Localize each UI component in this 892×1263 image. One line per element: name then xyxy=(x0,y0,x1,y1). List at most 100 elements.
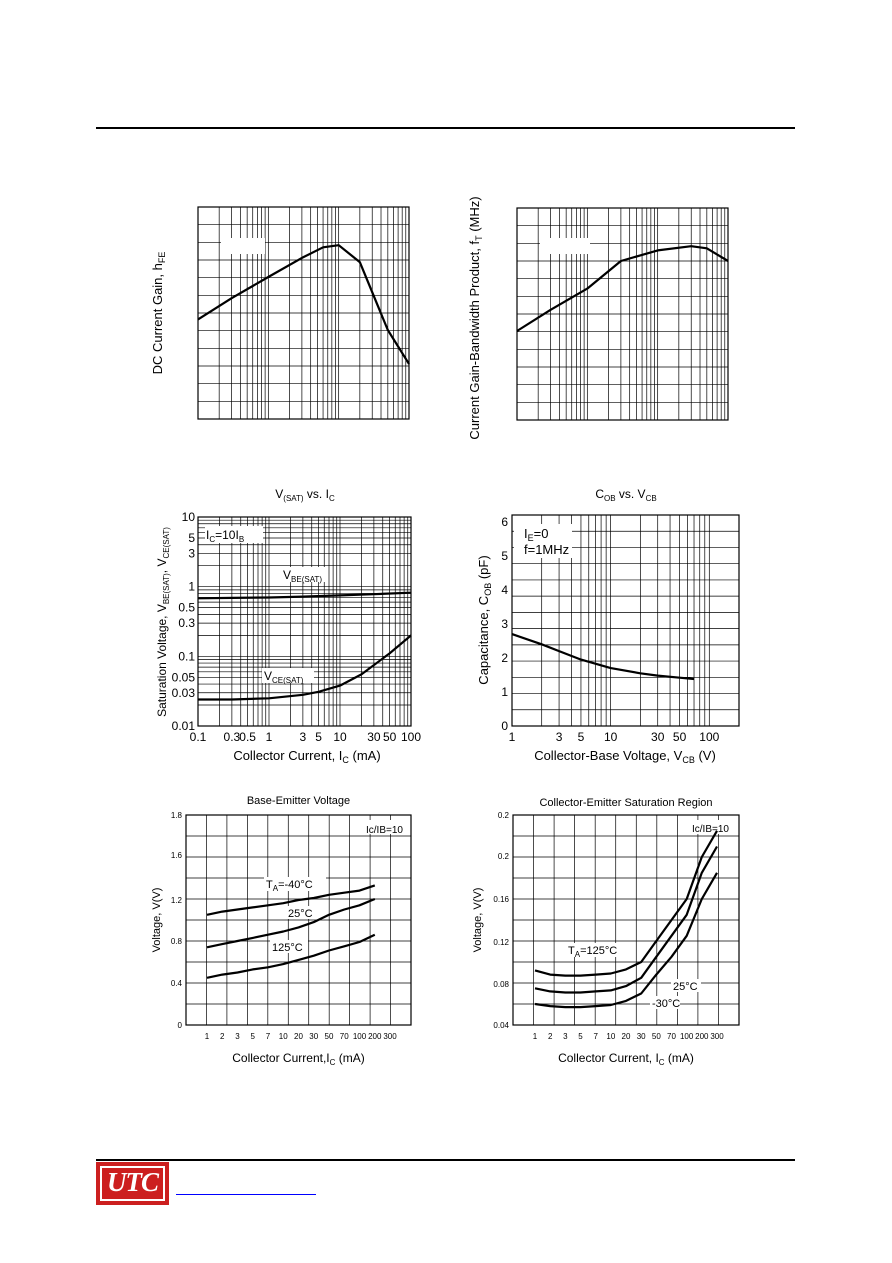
cob-xtick-part: 30 xyxy=(651,730,665,744)
cob-inset-1-part: I xyxy=(524,526,528,541)
vcesat-xtick: 30 xyxy=(637,1032,646,1041)
cob-xtick: 5 xyxy=(578,730,585,744)
vsat-ytick: 0.01 xyxy=(172,719,196,733)
cob-xtick: 100 xyxy=(699,730,719,744)
cob-xtick-part: 10 xyxy=(604,730,618,744)
vbe-xtick: 20 xyxy=(294,1032,303,1041)
vsat-ytick: 5 xyxy=(188,531,195,545)
vsat-title: V(SAT) vs. IC xyxy=(275,487,335,503)
vbe-xtick-part: 100 xyxy=(353,1032,367,1041)
vsat-xtick: 0.5 xyxy=(239,730,256,744)
ft-ylabel-part: Current Gain-Bandwidth Product, f xyxy=(467,241,482,440)
cob-ytick: 5 xyxy=(501,549,508,563)
vcesat-xlabel: Collector Current, IC (mA) xyxy=(558,1051,694,1067)
vsat-xtick: 3 xyxy=(300,730,307,744)
cob-inset-2-part: f=1MHz xyxy=(524,542,569,557)
cob-inset-2: f=1MHz xyxy=(524,542,569,557)
cob-xtick: 50 xyxy=(673,730,687,744)
vbe-ytick: 1.6 xyxy=(171,851,183,860)
cob-ytick: 4 xyxy=(501,583,508,597)
vcesat-series-label-1: 25°C xyxy=(673,981,698,993)
vbe-frame xyxy=(185,814,412,1026)
vbe-series-line-0 xyxy=(206,884,376,916)
vbe-ytick: 0 xyxy=(178,1021,183,1030)
cob-ytick: 2 xyxy=(501,651,508,665)
vcesat-label-box-0 xyxy=(566,943,622,957)
vbe-label-box-1 xyxy=(286,906,318,919)
cob-xtick: 3 xyxy=(556,730,563,744)
vsat-series-label-ce-part: CE(SAT) xyxy=(272,676,304,685)
vsat-inset: IC=10IB xyxy=(206,528,244,544)
vcesat-inset-part: Ic/IB=10 xyxy=(692,824,729,835)
vcesat-ytick-part: 0.2 xyxy=(498,811,510,820)
cob-xtick-part: 50 xyxy=(673,730,687,744)
vbe-title: Base-Emitter Voltage xyxy=(247,795,350,807)
chart-vbe: 1 2 3 5 7 10 20 30 50 70 100 200 300 1.8 1.6 1.2 0.8 0.4 0… xyxy=(151,795,412,1067)
vbe-series-label-2: 125°C xyxy=(272,942,303,954)
cob-ylabel-part: Capacitance, C xyxy=(476,596,491,685)
vcesat-xtick: 100 xyxy=(680,1032,694,1041)
vcesat-xtick-part: 2 xyxy=(548,1032,553,1041)
ft-series-line xyxy=(516,245,729,332)
vbe-title-part: Base-Emitter Voltage xyxy=(247,795,350,807)
vcesat-series-line-0 xyxy=(534,830,718,977)
vcesat-xtick-part: 300 xyxy=(710,1032,724,1041)
vsat-ytick: 3 xyxy=(188,546,195,560)
vsat-xtick-part: 0.5 xyxy=(239,730,256,744)
hfe-series-line xyxy=(197,244,410,365)
cob-ytick-part: 0 xyxy=(501,719,508,733)
vbe-series-label-1: 25°C xyxy=(288,908,313,920)
cob-xtick-part: 1 xyxy=(509,730,516,744)
vsat-series-label-be-part: V xyxy=(283,568,291,582)
vcesat-xtick-part: 5 xyxy=(578,1032,583,1041)
vcesat-xlabel-part: Collector Current, I xyxy=(558,1051,659,1065)
vsat-ytick-part: 0.1 xyxy=(178,649,195,663)
hfe-inset-box xyxy=(221,238,265,254)
vbe-ytick-part: 1.8 xyxy=(171,811,183,820)
vbe-ylabel: Voltage, V(V) xyxy=(151,888,163,953)
cob-xtick-part: 3 xyxy=(556,730,563,744)
cob-title: COB vs. VCB xyxy=(595,487,656,503)
cob-ytick: 1 xyxy=(501,685,508,699)
vsat-xlabel: Collector Current, IC (mA) xyxy=(233,748,380,765)
cob-ylabel: Capacitance, COB (pF) xyxy=(476,555,493,684)
vcesat-series-line-2 xyxy=(534,872,718,1009)
vbe-xtick: 1 xyxy=(205,1032,210,1041)
cob-xtick: 10 xyxy=(604,730,618,744)
vsat-ytick-part: 0.05 xyxy=(172,670,196,684)
vbe-xtick: 70 xyxy=(340,1032,349,1041)
cob-xtick-part: 100 xyxy=(699,730,719,744)
vbe-xlabel-part: Collector Current,I xyxy=(232,1051,329,1065)
vbe-xtick-part: 10 xyxy=(279,1032,288,1041)
cob-ytick-part: 5 xyxy=(501,549,508,563)
vsat-xtick: 0.3 xyxy=(224,730,241,744)
vbe-series-label-0: TA=-40°C xyxy=(266,879,313,893)
vsat-xtick-part: 0.3 xyxy=(224,730,241,744)
vbe-ytick-part: 1.6 xyxy=(171,851,183,860)
vbe-xtick-part: 7 xyxy=(266,1032,271,1041)
vcesat-xtick-part: 70 xyxy=(667,1032,676,1041)
vcesat-label-box-2 xyxy=(650,996,680,1009)
vcesat-xtick-part: 1 xyxy=(533,1032,538,1041)
ft-ylabel-part: (MHz) xyxy=(467,196,482,235)
footer-link-underline[interactable] xyxy=(176,1194,316,1195)
vcesat-series-label-0-part: T xyxy=(568,945,575,957)
vsat-ylabel-part: , V xyxy=(155,559,169,574)
vbe-xtick-part: 20 xyxy=(294,1032,303,1041)
hfe-ylabel-part: FE xyxy=(157,252,167,264)
vbe-series-label-0-part: A xyxy=(273,884,279,893)
vcesat-ylabel: Voltage, V(V) xyxy=(472,888,484,953)
vbe-ylabel-part: Voltage, V(V) xyxy=(151,888,163,953)
vbe-ytick: 1.8 xyxy=(171,811,183,820)
vsat-title-part: (SAT) xyxy=(283,494,304,503)
vcesat-xtick: 7 xyxy=(593,1032,598,1041)
vsat-ytick: 0.3 xyxy=(178,616,195,630)
vcesat-xtick-part: 50 xyxy=(652,1032,661,1041)
vsat-ytick-part: 0.01 xyxy=(172,719,196,733)
cob-inset-box xyxy=(514,524,572,558)
cob-inset-1-part: E xyxy=(528,533,534,543)
vsat-inset-part: B xyxy=(239,535,244,544)
